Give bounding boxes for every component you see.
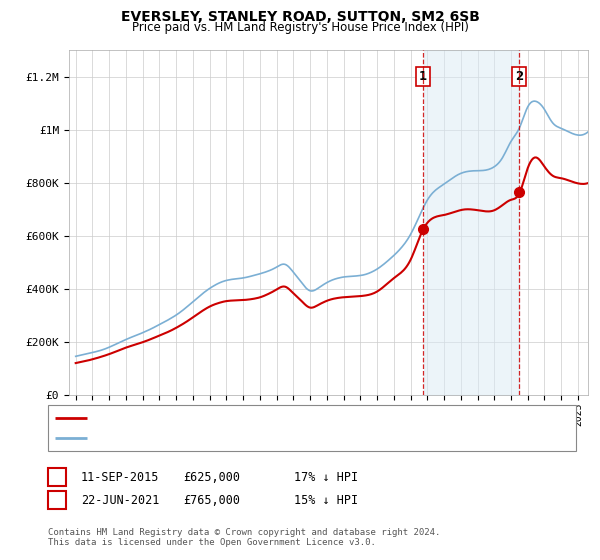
Text: 1: 1 xyxy=(419,71,427,83)
Text: EVERSLEY, STANLEY ROAD, SUTTON, SM2 6SB: EVERSLEY, STANLEY ROAD, SUTTON, SM2 6SB xyxy=(121,10,479,24)
Text: 2: 2 xyxy=(53,493,61,507)
Text: 11-SEP-2015: 11-SEP-2015 xyxy=(81,470,160,484)
Text: 1: 1 xyxy=(53,470,61,484)
Text: Price paid vs. HM Land Registry's House Price Index (HPI): Price paid vs. HM Land Registry's House … xyxy=(131,21,469,34)
Text: EVERSLEY, STANLEY ROAD, SUTTON, SM2 6SB (detached house): EVERSLEY, STANLEY ROAD, SUTTON, SM2 6SB … xyxy=(93,413,443,423)
Text: £625,000: £625,000 xyxy=(183,470,240,484)
Text: 2: 2 xyxy=(515,71,523,83)
Text: HPI: Average price, detached house, Sutton: HPI: Average price, detached house, Sutt… xyxy=(93,433,355,443)
Text: £765,000: £765,000 xyxy=(183,493,240,507)
Text: 15% ↓ HPI: 15% ↓ HPI xyxy=(294,493,358,507)
Text: 22-JUN-2021: 22-JUN-2021 xyxy=(81,493,160,507)
Text: 17% ↓ HPI: 17% ↓ HPI xyxy=(294,470,358,484)
Text: Contains HM Land Registry data © Crown copyright and database right 2024.
This d: Contains HM Land Registry data © Crown c… xyxy=(48,528,440,547)
